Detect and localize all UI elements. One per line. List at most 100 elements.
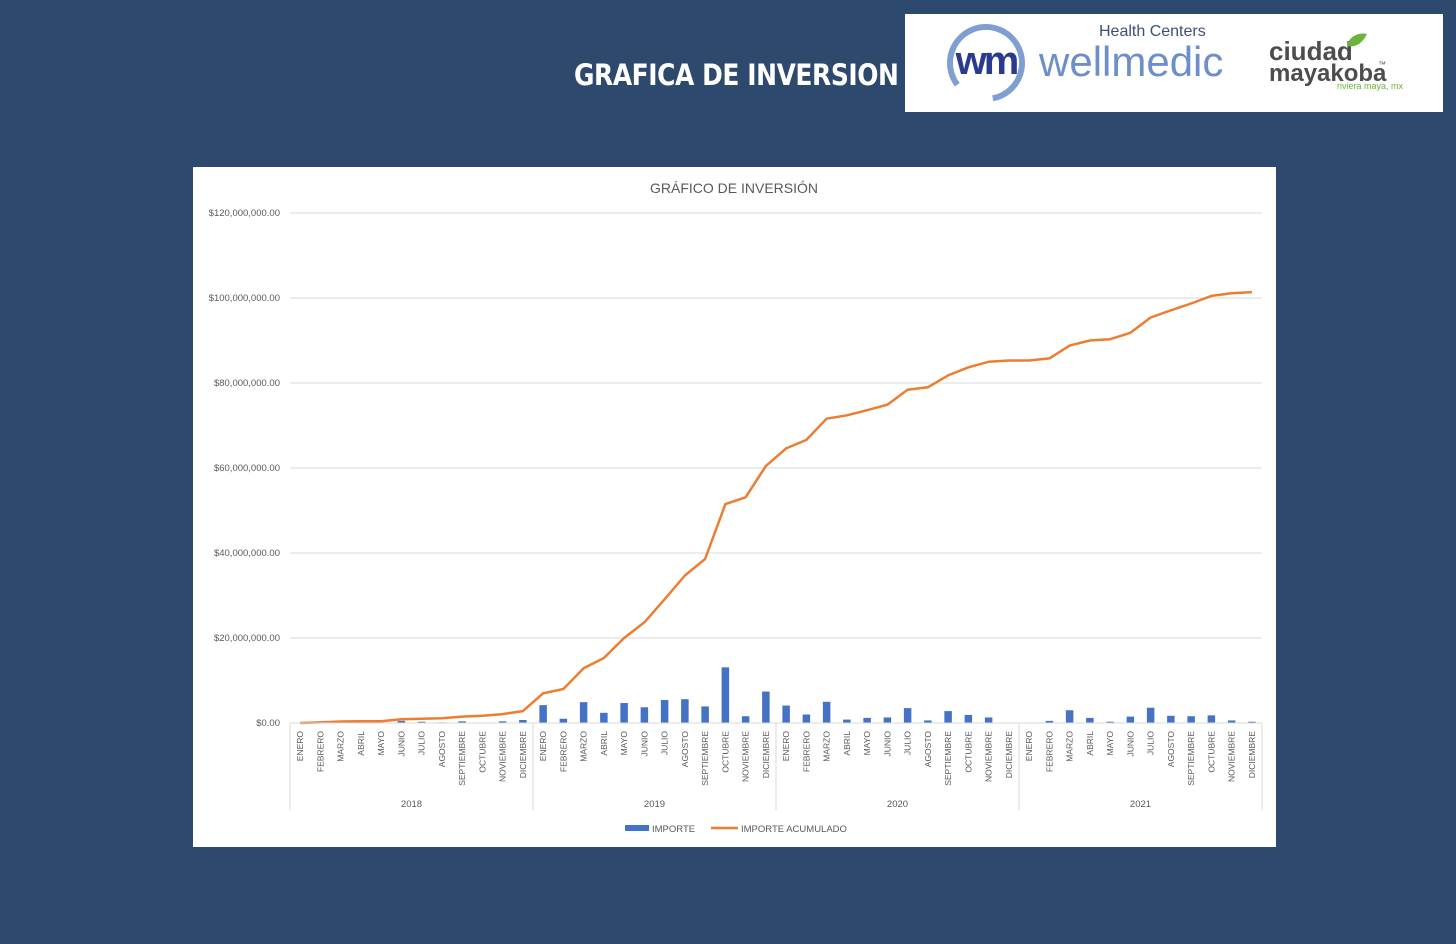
bar — [559, 718, 568, 723]
x-tick-label: JULIO — [660, 731, 670, 755]
mayakoba-tm: ™ — [1378, 60, 1386, 69]
x-tick-label: ENERO — [1024, 731, 1034, 762]
bar — [782, 705, 790, 723]
bar — [964, 714, 973, 723]
x-tick-label: JUNIO — [882, 731, 892, 757]
x-tick-label: MARZO — [1065, 731, 1075, 762]
x-tick-label: SEPTIEMBRE — [943, 731, 953, 786]
bar — [701, 706, 709, 723]
x-tick-label: NOVIEMBRE — [498, 731, 508, 782]
mayakoba-line1: ciudad — [1269, 36, 1353, 66]
x-tick-label: SEPTIEMBRE — [1186, 731, 1196, 786]
bar — [762, 691, 770, 723]
x-tick-label: JUNIO — [396, 731, 406, 757]
y-tick-label: $0.00 — [256, 718, 280, 729]
year-label: 2018 — [401, 799, 422, 810]
x-tick-label: OCTUBRE — [1206, 731, 1216, 773]
bar — [600, 712, 608, 723]
bars-layer — [316, 667, 1256, 723]
bar — [397, 720, 406, 723]
x-tick-label: FEBRERO — [801, 731, 811, 772]
year-label: 2021 — [1130, 799, 1151, 810]
x-tick-label: ENERO — [295, 731, 305, 762]
bar — [863, 717, 871, 723]
bar — [681, 699, 689, 723]
bar — [458, 721, 466, 723]
chart-title: GRÁFICO DE INVERSIÓN — [650, 180, 818, 196]
year-label: 2019 — [644, 799, 665, 810]
x-tick-label: ABRIL — [599, 731, 609, 756]
bar — [1106, 721, 1114, 723]
bar — [519, 720, 527, 723]
x-tick-label: DICIEMBRE — [761, 731, 771, 779]
wellmedic-tagline: Health Centers — [1099, 23, 1206, 40]
x-tick-label: ABRIL — [1085, 731, 1095, 756]
y-tick-label: $100,000,000.00 — [209, 293, 280, 304]
y-tick-label: $80,000,000.00 — [214, 378, 280, 389]
wellmedic-ring-icon — [947, 23, 1025, 102]
legend-bar-swatch — [625, 825, 649, 831]
x-axis: ENERO FEBRERO MARZO ABRIL MAYO JUNIO JULIO AGOS… — [289, 722, 1263, 810]
x-tick-label: MAYO — [376, 731, 386, 756]
bar — [1045, 720, 1054, 723]
x-tick-label: ENERO — [538, 731, 548, 762]
x-tick-label: ENERO — [781, 731, 791, 762]
bar — [903, 708, 912, 723]
y-tick-label: $120,000,000.00 — [209, 208, 280, 219]
x-tick-label: OCTUBRE — [720, 731, 730, 773]
bar — [1167, 715, 1175, 723]
bar — [802, 714, 811, 723]
y-tick-label: $60,000,000.00 — [214, 463, 280, 474]
series-line-importe-acumulado — [300, 290, 1252, 725]
mayakoba-sub: riviera maya, mx — [1337, 81, 1404, 91]
bar — [984, 717, 993, 723]
bar — [1227, 720, 1236, 723]
wellmedic-name: wellmedic — [1038, 38, 1223, 85]
bar — [924, 720, 932, 723]
bar — [640, 707, 649, 723]
bar — [498, 721, 507, 723]
bar — [1187, 716, 1195, 723]
x-tick-label: FEBRERO — [315, 731, 325, 772]
wellmedic-mark: wm — [955, 39, 1018, 83]
x-tick-label: DICIEMBRE — [1247, 731, 1257, 779]
x-tick-label: JULIO — [417, 731, 427, 755]
bar — [417, 721, 426, 723]
x-tick-label: ABRIL — [842, 731, 852, 756]
bar — [883, 717, 892, 723]
x-tick-label: MARZO — [822, 731, 832, 762]
wellmedic-logo: wm Health Centers wellmedic — [947, 23, 1223, 102]
x-tick-label: SEPTIEMBRE — [700, 731, 710, 786]
x-tick-label: MAYO — [1105, 731, 1115, 756]
bar — [741, 716, 750, 723]
legend: IMPORTE IMPORTE ACUMULADO — [625, 824, 847, 835]
x-tick-label: JUNIO — [1125, 731, 1135, 757]
x-tick-label: NOVIEMBRE — [741, 731, 751, 782]
x-tick-label: AGOSTO — [1166, 731, 1176, 768]
bar — [1126, 716, 1135, 723]
legend-importe: IMPORTE — [652, 824, 695, 835]
y-tick-label: $20,000,000.00 — [214, 633, 280, 644]
bar — [1146, 707, 1155, 723]
x-tick-label: ABRIL — [356, 731, 366, 756]
bar — [660, 700, 669, 723]
x-tick-label: DICIEMBRE — [518, 731, 528, 779]
x-tick-label: FEBRERO — [1044, 731, 1054, 772]
x-tick-label: JULIO — [1146, 731, 1156, 755]
bar — [721, 667, 730, 723]
mayakoba-line2: mayakoba — [1269, 60, 1387, 87]
line-layer — [300, 290, 1252, 725]
page-title: GRAFICA DE INVERSION — [574, 58, 899, 92]
bar — [1086, 717, 1094, 723]
x-tick-label: FEBRERO — [558, 731, 568, 772]
investment-chart: GRÁFICO DE INVERSIÓN $0.00 $20,000,000.00… — [193, 167, 1276, 847]
y-tick-label: $40,000,000.00 — [214, 548, 280, 559]
x-tick-label: JUNIO — [639, 731, 649, 757]
x-tick-label: MARZO — [579, 731, 589, 762]
x-tick-label: OCTUBRE — [477, 731, 487, 773]
x-tick-label: JULIO — [903, 731, 913, 755]
bar — [1207, 715, 1216, 723]
bar — [944, 711, 952, 723]
bar — [579, 702, 588, 723]
x-tick-label: SEPTIEMBRE — [457, 731, 467, 786]
